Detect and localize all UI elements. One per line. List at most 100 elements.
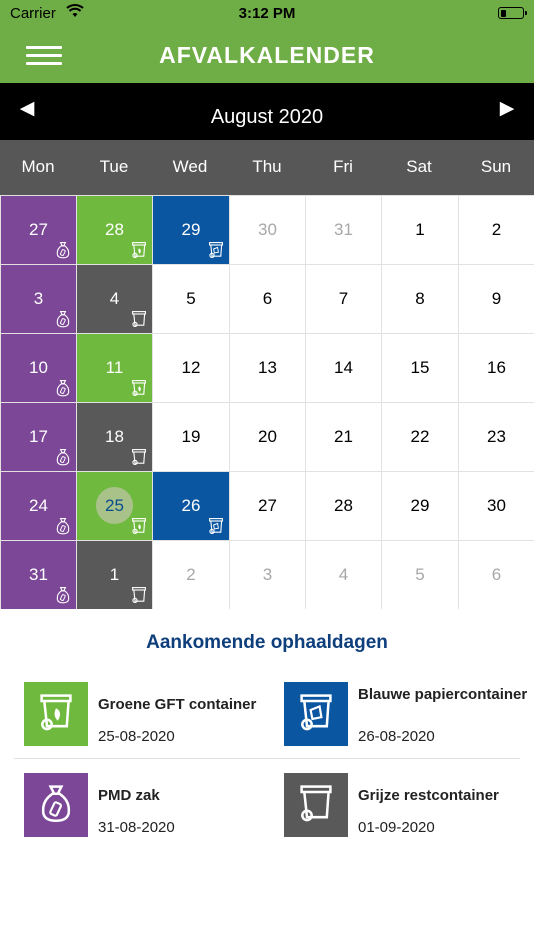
calendar-day-number: 4 bbox=[338, 565, 349, 584]
calendar-day-number: 31 bbox=[334, 220, 353, 239]
battery-icon bbox=[498, 7, 527, 19]
grey-bin-icon bbox=[131, 310, 147, 328]
upcoming-item-gft[interactable]: Groene GFT container 25-08-2020 bbox=[24, 682, 274, 752]
paper-bin-icon bbox=[208, 241, 224, 259]
calendar-day-cell[interactable]: 18 bbox=[77, 403, 152, 471]
calendar-day-cell[interactable]: 5 bbox=[153, 265, 229, 333]
calendar-day-cell[interactable]: 31 bbox=[306, 196, 381, 264]
calendar-day-cell[interactable]: 30 bbox=[459, 472, 534, 540]
calendar-day-cell[interactable]: 9 bbox=[459, 265, 534, 333]
wifi-icon bbox=[66, 3, 84, 24]
calendar-day-number: 17 bbox=[29, 427, 48, 446]
calendar-day-cell[interactable]: 6 bbox=[230, 265, 305, 333]
calendar-day-cell[interactable]: 27 bbox=[1, 196, 76, 264]
bag-icon bbox=[55, 241, 71, 259]
calendar-day-number: 6 bbox=[491, 565, 502, 584]
calendar-day-cell[interactable]: 30 bbox=[230, 196, 305, 264]
calendar-day-number: 25 bbox=[105, 496, 124, 515]
calendar-day-number: 24 bbox=[29, 496, 48, 515]
calendar-grid: 27 28 29 30 31 1 2 3 4 5 6 7 8 9 10 11 12 13 14 15 16 17 18 19 2… bbox=[0, 195, 534, 609]
calendar-day-cell[interactable]: 29 bbox=[382, 472, 458, 540]
next-month-button[interactable]: ▶ bbox=[499, 98, 515, 119]
calendar-day-cell[interactable]: 5 bbox=[382, 541, 458, 609]
calendar-day-cell[interactable]: 19 bbox=[153, 403, 229, 471]
calendar-day-cell[interactable]: 8 bbox=[382, 265, 458, 333]
calendar-day-cell[interactable]: 28 bbox=[77, 196, 152, 264]
bag-icon bbox=[55, 517, 71, 535]
calendar-day-cell[interactable]: 27 bbox=[230, 472, 305, 540]
upcoming-title: Aankomende ophaaldagen bbox=[146, 632, 388, 653]
calendar-day-cell[interactable]: 10 bbox=[1, 334, 76, 402]
calendar-day-number: 22 bbox=[410, 427, 430, 446]
calendar-day-cell[interactable]: 7 bbox=[306, 265, 381, 333]
weekday-label-thu: Thu bbox=[252, 157, 282, 176]
previous-month-button[interactable]: ◀ bbox=[19, 98, 35, 119]
calendar-day-cell[interactable]: 21 bbox=[306, 403, 381, 471]
calendar-day-number: 19 bbox=[181, 427, 201, 446]
calendar-day-cell[interactable]: 31 bbox=[1, 541, 76, 609]
weekday-label-sat: Sat bbox=[406, 157, 432, 176]
calendar-day-cell[interactable]: 3 bbox=[230, 541, 305, 609]
calendar-day-number: 1 bbox=[415, 220, 425, 239]
calendar-day-cell[interactable]: 3 bbox=[1, 265, 76, 333]
calendar-day-cell[interactable]: 4 bbox=[77, 265, 152, 333]
calendar-day-cell[interactable]: 1 bbox=[77, 541, 152, 609]
calendar-day-cell[interactable]: 2 bbox=[459, 196, 534, 264]
bag-icon bbox=[24, 773, 88, 837]
calendar-day-number: 23 bbox=[487, 427, 506, 446]
calendar-day-cell[interactable]: 28 bbox=[306, 472, 381, 540]
calendar-day-number: 15 bbox=[410, 358, 430, 377]
upcoming-item-name: Blauwe papiercontainer bbox=[358, 686, 528, 703]
upcoming-item-papier[interactable]: Blauwe papiercontainer 26-08-2020 bbox=[284, 682, 534, 752]
calendar-day-number: 28 bbox=[334, 496, 353, 515]
calendar-day-cell[interactable]: 13 bbox=[230, 334, 305, 402]
hamburger-menu-button[interactable] bbox=[20, 42, 66, 70]
calendar-day-cell[interactable]: 29 bbox=[153, 196, 229, 264]
calendar-day-cell[interactable]: 22 bbox=[382, 403, 458, 471]
calendar-day-cell[interactable]: 24 bbox=[1, 472, 76, 540]
upcoming-item-name: Groene GFT container bbox=[98, 696, 257, 713]
calendar-day-cell[interactable]: 25 bbox=[77, 472, 152, 540]
weekday-header-row: Mon Tue Wed Thu Fri Sat Sun bbox=[0, 140, 534, 195]
weekday-label-tue: Tue bbox=[99, 157, 129, 176]
calendar-day-number: 30 bbox=[487, 496, 506, 515]
calendar-day-cell[interactable]: 2 bbox=[153, 541, 229, 609]
calendar-day-cell[interactable]: 11 bbox=[77, 334, 152, 402]
calendar-day-number: 3 bbox=[262, 565, 273, 584]
calendar-day-number: 8 bbox=[415, 289, 425, 308]
grey-bin-icon bbox=[131, 448, 147, 466]
status-time: 3:12 PM bbox=[238, 5, 296, 22]
calendar-day-cell[interactable]: 1 bbox=[382, 196, 458, 264]
calendar-day-number: 27 bbox=[258, 496, 277, 515]
upcoming-item-pmd[interactable]: PMD zak 31-08-2020 bbox=[24, 773, 274, 843]
calendar-day-number: 10 bbox=[29, 358, 48, 377]
green-bin-icon bbox=[131, 379, 147, 397]
calendar-day-number: 7 bbox=[338, 289, 349, 308]
menu-line-icon bbox=[26, 54, 62, 57]
calendar-day-cell[interactable]: 4 bbox=[306, 541, 381, 609]
upcoming-item-date: 26-08-2020 bbox=[358, 728, 435, 745]
calendar-day-cell[interactable]: 12 bbox=[153, 334, 229, 402]
calendar-day-cell[interactable]: 20 bbox=[230, 403, 305, 471]
app-title: AFVALKALENDER bbox=[159, 42, 375, 68]
upcoming-item-rest[interactable]: Grijze restcontainer 01-09-2020 bbox=[284, 773, 534, 843]
calendar-day-number: 3 bbox=[33, 289, 44, 308]
calendar-day-cell[interactable]: 26 bbox=[153, 472, 229, 540]
today-indicator bbox=[96, 487, 133, 524]
calendar-day-cell[interactable]: 16 bbox=[459, 334, 534, 402]
calendar-day-cell[interactable]: 14 bbox=[306, 334, 381, 402]
calendar-day-cell[interactable]: 17 bbox=[1, 403, 76, 471]
upcoming-item-date: 01-09-2020 bbox=[358, 819, 435, 836]
app-header: AFVALKALENDER bbox=[0, 28, 534, 83]
calendar-day-cell[interactable]: 15 bbox=[382, 334, 458, 402]
paper-bin-icon bbox=[208, 517, 224, 535]
weekday-label-fri: Fri bbox=[333, 157, 353, 176]
month-title: August 2020 bbox=[210, 106, 324, 128]
calendar-day-number: 26 bbox=[181, 496, 201, 515]
calendar-day-number: 30 bbox=[258, 220, 277, 239]
calendar-day-cell[interactable]: 6 bbox=[459, 541, 534, 609]
bag-icon bbox=[55, 379, 71, 397]
calendar-day-number: 29 bbox=[410, 496, 430, 515]
calendar-day-cell[interactable]: 23 bbox=[459, 403, 534, 471]
calendar-day-number: 13 bbox=[258, 358, 277, 377]
